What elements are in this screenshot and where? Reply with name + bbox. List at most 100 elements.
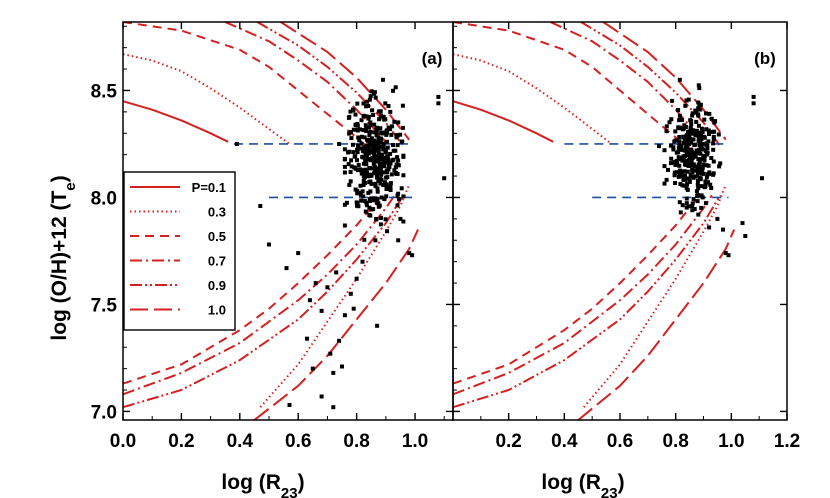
data-point: [359, 134, 364, 139]
data-point: [689, 122, 694, 127]
plot-area-a: [123, 22, 447, 420]
data-point: [374, 143, 379, 148]
data-point-outlier: [721, 227, 725, 232]
data-point: [695, 199, 700, 204]
data-point: [698, 145, 703, 150]
data-point: [376, 167, 381, 172]
data-point: [711, 147, 716, 152]
data-point: [709, 156, 714, 160]
data-point: [388, 151, 393, 156]
data-point-outlier: [258, 204, 263, 208]
data-point: [378, 176, 383, 181]
data-point: [683, 125, 688, 129]
data-point: [684, 98, 689, 103]
data-point: [701, 142, 706, 147]
data-point: [372, 130, 377, 135]
data-point: [694, 119, 699, 124]
data-point: [685, 182, 690, 186]
data-point: [699, 137, 704, 141]
data-point: [401, 219, 406, 224]
data-point: [686, 164, 691, 168]
data-point: [706, 172, 710, 177]
data-point: [360, 148, 365, 153]
data-point: [386, 104, 391, 108]
data-point: [699, 126, 704, 131]
data-point: [677, 163, 682, 168]
data-point: [385, 229, 389, 234]
data-point: [677, 200, 682, 205]
curve-b-p-0-7-lower: [453, 194, 713, 396]
data-point: [711, 134, 716, 139]
data-point-outlier: [342, 313, 347, 318]
data-point-outlier: [287, 403, 292, 407]
panel-a: 0.0 0.2 0.4 0.6 0.8 1.0 7.0 7.5 8.0 8.5: [91, 21, 454, 452]
curve-a-p-0-9-upper: [256, 22, 405, 147]
data-point: [666, 167, 670, 172]
data-point: [677, 139, 682, 144]
data-point: [384, 139, 389, 144]
data-point: [393, 165, 398, 170]
data-point: [391, 143, 395, 147]
x-tick-label: 0.0: [110, 431, 136, 452]
data-point: [367, 213, 372, 217]
data-point: [707, 111, 712, 116]
data-point-outlier: [296, 251, 301, 256]
data-point: [668, 161, 673, 166]
data-point: [365, 99, 370, 104]
data-point: [393, 171, 398, 176]
data-point: [717, 164, 722, 169]
legend-box: [123, 171, 236, 331]
data-point: [364, 200, 369, 205]
data-point: [379, 136, 383, 141]
data-point: [382, 117, 387, 122]
data-point-outlier: [354, 276, 359, 281]
x-tick-label: 1.0: [402, 431, 428, 452]
data-point: [401, 194, 406, 199]
data-point: [382, 196, 387, 201]
data-point: [359, 118, 364, 123]
data-point: [703, 184, 708, 188]
data-point: [373, 196, 378, 201]
data-point: [385, 128, 390, 133]
legend-label: P=0.1: [192, 180, 226, 195]
data-point: [711, 141, 716, 146]
data-point: [401, 154, 406, 159]
data-point: [387, 160, 392, 165]
data-point: [369, 198, 374, 203]
data-point: [366, 116, 371, 121]
data-point: [356, 163, 361, 167]
data-point: [673, 129, 678, 134]
data-point: [678, 156, 683, 161]
data-point: [389, 132, 394, 137]
data-point: [354, 127, 359, 132]
data-point: [368, 179, 373, 184]
data-point: [682, 169, 687, 174]
data-point: [693, 133, 698, 137]
data-point: [687, 158, 692, 162]
data-point: [366, 139, 371, 144]
data-point-outlier: [307, 298, 312, 303]
data-point: [669, 117, 674, 122]
data-point: [376, 204, 381, 209]
data-point: [684, 149, 689, 154]
data-point-outlier: [398, 216, 403, 221]
data-point: [703, 148, 708, 153]
data-point: [694, 128, 699, 133]
data-point: [698, 151, 703, 156]
data-point: [691, 137, 696, 142]
data-point: [361, 194, 366, 199]
data-point: [369, 181, 374, 186]
curve-b-p-0-1-upper: [453, 100, 554, 143]
data-point: [361, 101, 366, 106]
data-point: [367, 133, 372, 138]
data-point: [671, 147, 676, 152]
data-point: [696, 100, 701, 105]
data-point-outlier: [407, 251, 412, 256]
data-point-outlier: [331, 370, 336, 375]
data-point: [374, 126, 379, 131]
data-point: [690, 111, 695, 116]
x-tick-label: 0.6: [607, 431, 633, 452]
curve-b-p-1-0-upper: [602, 22, 727, 141]
data-point: [708, 182, 713, 187]
